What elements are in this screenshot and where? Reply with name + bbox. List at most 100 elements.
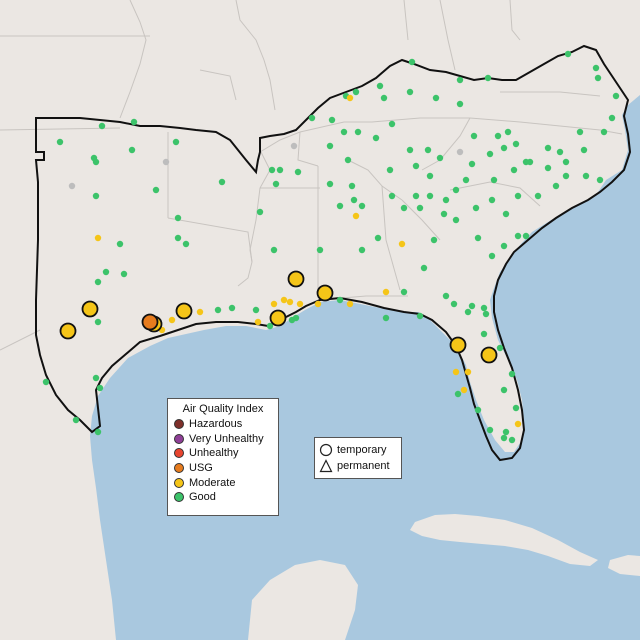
site-marker — [254, 318, 262, 326]
site-marker — [162, 158, 170, 166]
site-marker — [294, 168, 302, 176]
site-marker — [526, 158, 534, 166]
site-marker — [172, 138, 180, 146]
site-marker — [580, 146, 588, 154]
site-marker — [270, 246, 278, 254]
site-marker — [218, 178, 226, 186]
site-marker — [522, 232, 530, 240]
legend-label: Hazardous — [189, 418, 243, 431]
site-marker — [92, 192, 100, 200]
site-marker — [504, 128, 512, 136]
legend-item-moderate: Moderate — [168, 475, 278, 490]
site-marker — [486, 150, 494, 158]
site-marker — [450, 300, 458, 308]
site-marker — [358, 246, 366, 254]
site-marker — [454, 390, 462, 398]
site-marker — [474, 406, 482, 414]
site-marker — [372, 134, 380, 142]
site-marker — [406, 146, 414, 154]
site-marker — [562, 172, 570, 180]
site-marker — [488, 196, 496, 204]
site-marker — [346, 94, 354, 102]
site-marker — [196, 308, 204, 316]
site-marker — [174, 234, 182, 242]
site-marker — [508, 436, 516, 444]
site-marker — [128, 146, 136, 154]
site-marker — [502, 210, 510, 218]
site-marker — [500, 434, 508, 442]
temporary-site-marker — [449, 336, 467, 354]
site-marker — [376, 82, 384, 90]
temporary-site-marker — [141, 313, 159, 331]
monitoring-sites — [42, 50, 620, 444]
usg-swatch-icon — [174, 463, 184, 474]
site-marker — [468, 160, 476, 168]
site-marker — [512, 140, 520, 148]
legend-item-permanent: permanent — [315, 458, 401, 474]
legend-label: temporary — [337, 444, 387, 456]
site-marker — [496, 344, 504, 352]
site-marker — [472, 204, 480, 212]
temporary-site-marker — [269, 309, 287, 327]
site-marker — [286, 298, 294, 306]
circle-icon — [319, 443, 333, 457]
site-marker — [102, 268, 110, 276]
site-marker — [214, 306, 222, 314]
site-marker — [430, 236, 438, 244]
site-marker — [474, 234, 482, 242]
site-marker — [382, 288, 390, 296]
site-marker — [432, 94, 440, 102]
site-marker — [316, 246, 324, 254]
site-marker — [424, 146, 432, 154]
very-unhealthy-swatch-icon — [174, 433, 184, 444]
site-marker — [482, 310, 490, 318]
site-marker — [388, 192, 396, 200]
site-marker — [462, 176, 470, 184]
site-marker — [336, 202, 344, 210]
site-marker — [276, 166, 284, 174]
site-marker — [382, 314, 390, 322]
legend-title: Air Quality Index — [182, 403, 264, 415]
site-marker — [358, 202, 366, 210]
site-marker — [174, 214, 182, 222]
site-marker — [464, 368, 472, 376]
site-marker — [442, 292, 450, 300]
site-marker — [416, 312, 424, 320]
site-marker — [308, 114, 316, 122]
site-marker — [534, 192, 542, 200]
site-marker — [514, 232, 522, 240]
site-marker — [292, 314, 300, 322]
site-marker — [328, 116, 336, 124]
site-marker — [456, 100, 464, 108]
legend-label: Very Unhealthy — [189, 432, 264, 445]
site-marker — [400, 288, 408, 296]
site-marker — [120, 270, 128, 278]
site-marker — [544, 144, 552, 152]
site-marker — [354, 128, 362, 136]
site-marker — [416, 204, 424, 212]
site-marker — [256, 208, 264, 216]
site-marker — [470, 132, 478, 140]
site-marker — [182, 240, 190, 248]
site-marker — [326, 180, 334, 188]
site-marker — [348, 182, 356, 190]
site-marker — [350, 196, 358, 204]
legend-item-temporary: temporary — [315, 442, 401, 458]
site-marker — [42, 378, 50, 386]
legend-label: Good — [189, 491, 216, 504]
site-marker — [268, 166, 276, 174]
site-marker — [480, 330, 488, 338]
site-marker — [412, 192, 420, 200]
site-marker — [600, 128, 608, 136]
temporary-site-markers — [59, 270, 498, 364]
legend-label: USG — [189, 462, 213, 475]
temporary-site-marker — [81, 300, 99, 318]
site-marker — [594, 74, 602, 82]
site-marker — [502, 428, 510, 436]
site-marker — [592, 64, 600, 72]
site-marker — [290, 142, 298, 150]
site-marker — [152, 186, 160, 194]
